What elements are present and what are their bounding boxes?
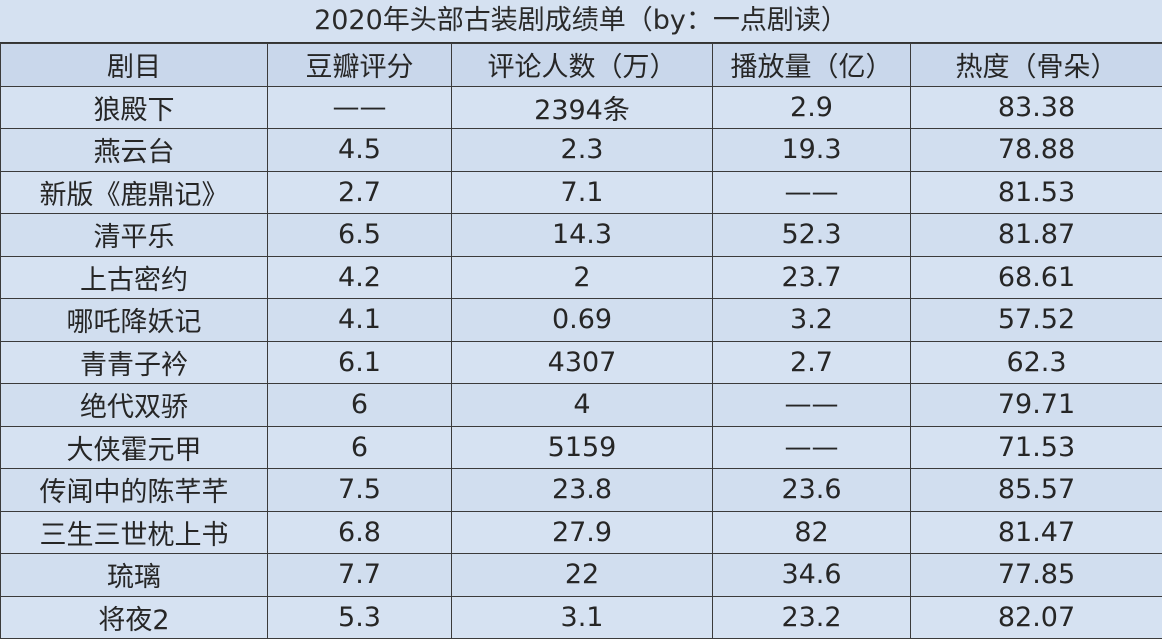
cell-play-count: 34.6 xyxy=(713,554,911,597)
cell-heat: 81.53 xyxy=(911,171,1162,214)
cell-douban-score: 5.3 xyxy=(268,596,452,639)
header-play-count: 播放量（亿） xyxy=(713,44,911,87)
cell-heat: 62.3 xyxy=(911,341,1162,384)
cell-heat: 85.57 xyxy=(911,469,1162,512)
cell-comment-count: 3.1 xyxy=(452,596,713,639)
cell-comment-count: 0.69 xyxy=(452,299,713,342)
cell-comment-count: 2.3 xyxy=(452,129,713,172)
cell-drama: 琉璃 xyxy=(1,554,268,597)
cell-douban-score: 6 xyxy=(268,384,452,427)
cell-drama: 绝代双骄 xyxy=(1,384,268,427)
cell-comment-count: 27.9 xyxy=(452,511,713,554)
cell-douban-score: 6.5 xyxy=(268,214,452,257)
cell-comment-count: 5159 xyxy=(452,426,713,469)
cell-drama: 大侠霍元甲 xyxy=(1,426,268,469)
cell-douban-score: 6.8 xyxy=(268,511,452,554)
header-comment-count: 评论人数（万） xyxy=(452,44,713,87)
cell-drama: 哪吒降妖记 xyxy=(1,299,268,342)
cell-drama: 清平乐 xyxy=(1,214,268,257)
cell-heat: 68.61 xyxy=(911,256,1162,299)
header-drama: 剧目 xyxy=(1,44,268,87)
cell-heat: 81.47 xyxy=(911,511,1162,554)
cell-play-count: 2.7 xyxy=(713,341,911,384)
cell-heat: 83.38 xyxy=(911,86,1162,129)
cell-douban-score: 7.7 xyxy=(268,554,452,597)
cell-comment-count: 2 xyxy=(452,256,713,299)
cell-comment-count: 7.1 xyxy=(452,171,713,214)
cell-comment-count: 2394条 xyxy=(452,86,713,129)
cell-douban-score: 4.1 xyxy=(268,299,452,342)
cell-drama: 燕云台 xyxy=(1,129,268,172)
cell-play-count: 23.7 xyxy=(713,256,911,299)
cell-comment-count: 4 xyxy=(452,384,713,427)
cell-heat: 71.53 xyxy=(911,426,1162,469)
cell-drama: 将夜2 xyxy=(1,596,268,639)
cell-play-count: —— xyxy=(713,171,911,214)
cell-play-count: 82 xyxy=(713,511,911,554)
drama-ranking-table: 剧目 豆瓣评分 评论人数（万） 播放量（亿） 热度（骨朵） 狼殿下——2394条… xyxy=(0,43,1162,639)
cell-douban-score: 2.7 xyxy=(268,171,452,214)
cell-douban-score: 6 xyxy=(268,426,452,469)
cell-heat: 82.07 xyxy=(911,596,1162,639)
cell-douban-score: 7.5 xyxy=(268,469,452,512)
cell-comment-count: 23.8 xyxy=(452,469,713,512)
cell-heat: 79.71 xyxy=(911,384,1162,427)
table-title: 2020年头部古装剧成绩单（by：一点剧读） xyxy=(0,0,1162,43)
cell-comment-count: 14.3 xyxy=(452,214,713,257)
cell-play-count: 3.2 xyxy=(713,299,911,342)
cell-douban-score: 6.1 xyxy=(268,341,452,384)
header-row: 剧目 豆瓣评分 评论人数（万） 播放量（亿） 热度（骨朵） xyxy=(1,44,1162,87)
cell-drama: 新版《鹿鼎记》 xyxy=(1,171,268,214)
cell-heat: 77.85 xyxy=(911,554,1162,597)
cell-drama: 上古密约 xyxy=(1,256,268,299)
cell-douban-score: 4.5 xyxy=(268,129,452,172)
cell-douban-score: —— xyxy=(268,86,452,129)
header-heat: 热度（骨朵） xyxy=(911,44,1162,87)
cell-drama: 狼殿下 xyxy=(1,86,268,129)
cell-play-count: —— xyxy=(713,384,911,427)
cell-heat: 81.87 xyxy=(911,214,1162,257)
cell-drama: 青青子衿 xyxy=(1,341,268,384)
cell-comment-count: 22 xyxy=(452,554,713,597)
cell-play-count: 23.6 xyxy=(713,469,911,512)
header-douban-score: 豆瓣评分 xyxy=(268,44,452,87)
cell-drama: 传闻中的陈芊芊 xyxy=(1,469,268,512)
cell-heat: 57.52 xyxy=(911,299,1162,342)
cell-play-count: 23.2 xyxy=(713,596,911,639)
cell-play-count: 2.9 xyxy=(713,86,911,129)
cell-play-count: 19.3 xyxy=(713,129,911,172)
cell-douban-score: 4.2 xyxy=(268,256,452,299)
cell-heat: 78.88 xyxy=(911,129,1162,172)
cell-comment-count: 4307 xyxy=(452,341,713,384)
cell-play-count: —— xyxy=(713,426,911,469)
cell-drama: 三生三世枕上书 xyxy=(1,511,268,554)
cell-play-count: 52.3 xyxy=(713,214,911,257)
